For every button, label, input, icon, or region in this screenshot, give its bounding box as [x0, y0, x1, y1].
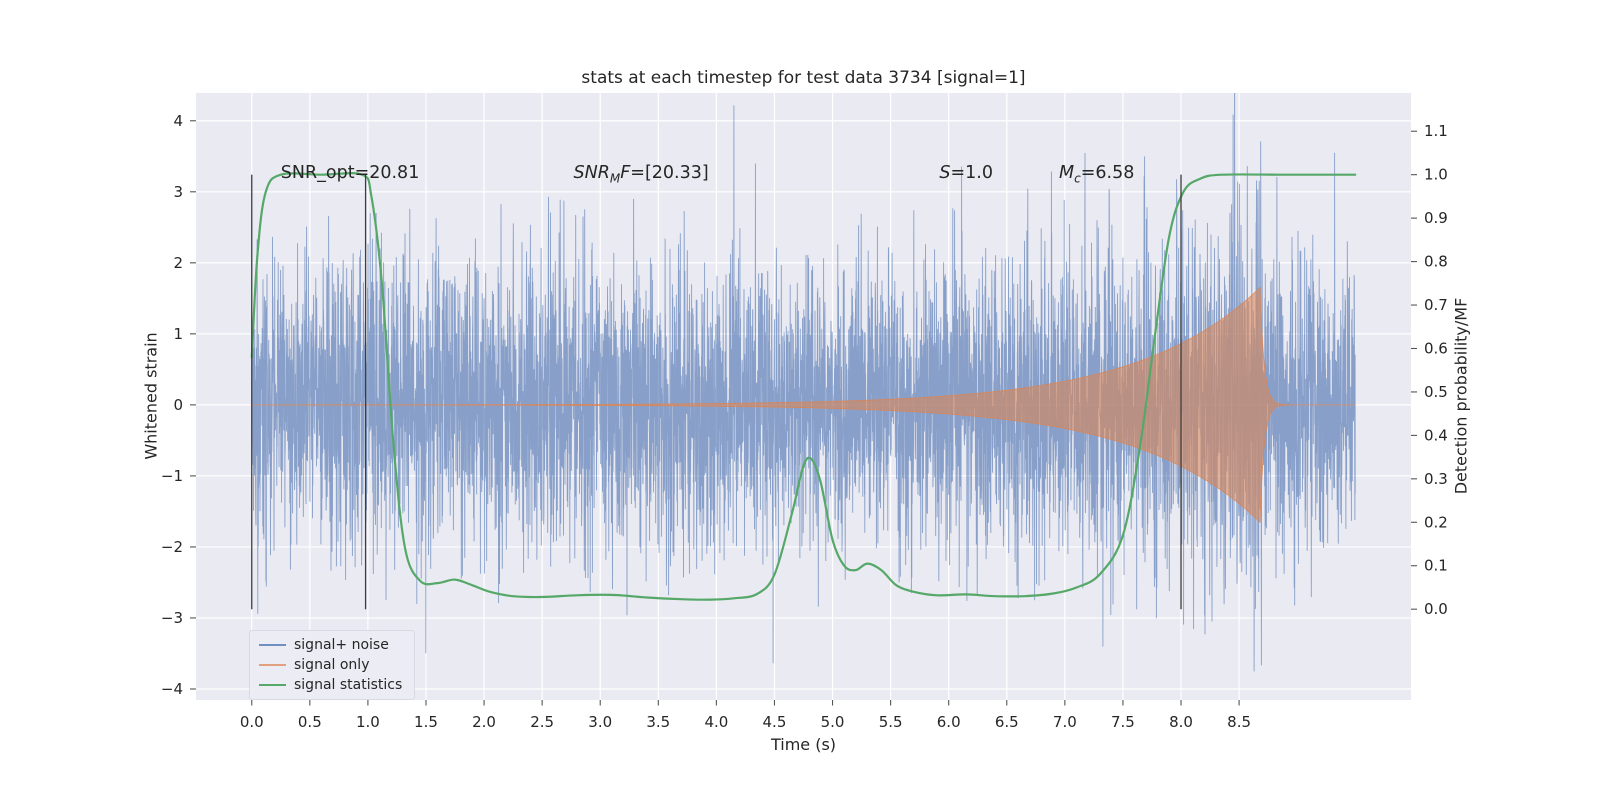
series-signal-statistics — [250, 172, 1357, 601]
x-tick-label: 2.5 — [530, 713, 554, 731]
x-tick-label: 3.0 — [588, 713, 612, 731]
x-axis-label: Time (s) — [770, 735, 837, 754]
y-left-tick-label: 1 — [173, 325, 183, 343]
y-right-tick-label: 0.7 — [1424, 296, 1448, 314]
y-axis-label-left: Whitened strain — [141, 332, 161, 460]
y-right-tick-label: 0.0 — [1424, 600, 1448, 618]
y-left-tick-label: 3 — [173, 183, 183, 201]
x-tick-label: 4.5 — [763, 713, 787, 731]
y-axis-label-right: Detection probability/MF — [1451, 297, 1471, 495]
y-right-tick-label: 1.0 — [1424, 166, 1448, 184]
y-left-tick-label: 4 — [173, 112, 183, 130]
x-tick-label: 5.5 — [879, 713, 903, 731]
y-right-tick-label: 1.1 — [1424, 122, 1448, 140]
legend-line-swatch — [259, 644, 286, 646]
x-tick-label: 5.0 — [821, 713, 845, 731]
x-tick-label: 6.5 — [995, 713, 1019, 731]
y-right-tick-label: 0.1 — [1424, 557, 1448, 575]
y-right-tick-label: 0.9 — [1424, 209, 1448, 227]
legend-item: signal only — [259, 657, 402, 673]
y-left-tick-label: −4 — [161, 680, 183, 698]
y-left-tick-label: −3 — [161, 609, 183, 627]
series-group — [250, 93, 1357, 672]
chart-title: stats at each timestep for test data 373… — [581, 68, 1026, 88]
legend-line-swatch — [259, 664, 286, 666]
x-tick-label: 1.0 — [356, 713, 380, 731]
x-tick-label: 8.0 — [1169, 713, 1193, 731]
y-left-tick-label: 0 — [173, 396, 183, 414]
y-left-tick-label: −2 — [161, 538, 183, 556]
x-tick-label: 8.5 — [1227, 713, 1251, 731]
y-right-tick-label: 0.2 — [1424, 513, 1448, 531]
y-left-tick-label: 2 — [173, 254, 183, 272]
x-tick-label: 1.5 — [414, 713, 438, 731]
x-tick-label: 0.0 — [240, 713, 264, 731]
x-tick-label: 3.5 — [646, 713, 670, 731]
legend-item: signal+ noise — [259, 637, 402, 653]
series-signal-only — [251, 286, 1355, 524]
legend: signal+ noise signal only signal statistic… — [249, 630, 416, 700]
y-right-tick-label: 0.3 — [1424, 470, 1448, 488]
y-right-tick-label: 0.4 — [1424, 426, 1448, 444]
x-tick-label: 6.0 — [937, 713, 961, 731]
y-left-tick-label: −1 — [161, 467, 183, 485]
legend-line-swatch — [259, 684, 286, 686]
legend-item: signal statistics — [259, 677, 402, 693]
y-right-tick-label: 0.5 — [1424, 383, 1448, 401]
legend-label: signal statistics — [294, 677, 403, 693]
x-tick-label: 0.5 — [298, 713, 322, 731]
x-tick-label: 2.0 — [472, 713, 496, 731]
legend-label: signal+ noise — [294, 637, 389, 653]
y-right-tick-label: 0.8 — [1424, 253, 1448, 271]
x-tick-label: 4.0 — [704, 713, 728, 731]
y-right-tick-label: 0.6 — [1424, 339, 1448, 357]
legend-label: signal only — [294, 657, 370, 673]
x-tick-label: 7.5 — [1111, 713, 1135, 731]
x-tick-label: 7.0 — [1053, 713, 1077, 731]
